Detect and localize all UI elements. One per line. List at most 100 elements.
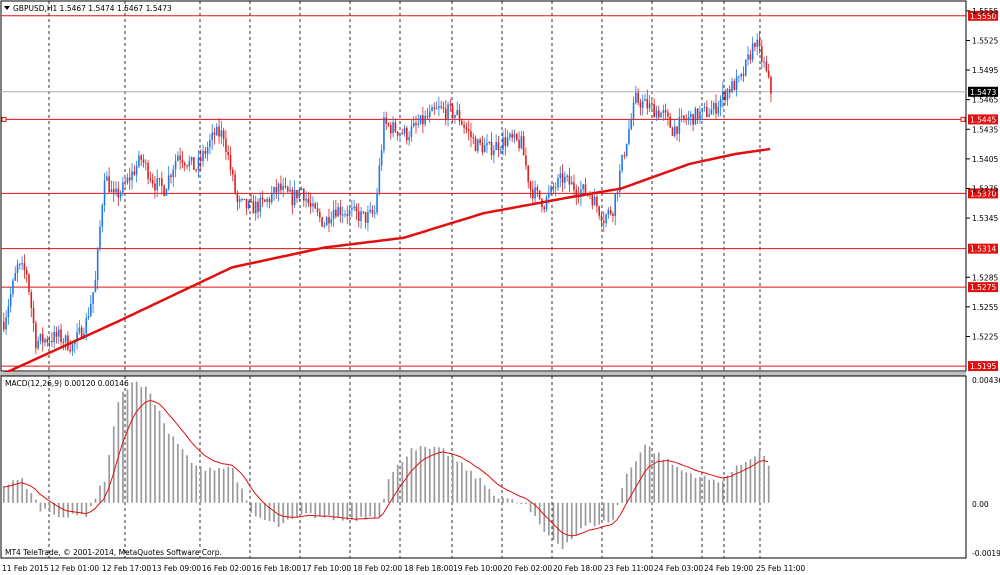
candle-body <box>543 207 546 210</box>
candle-body <box>213 132 216 136</box>
candle-body <box>69 349 72 352</box>
candle-body <box>467 129 470 132</box>
candle-body <box>181 160 184 164</box>
candle-body <box>117 188 120 198</box>
candle-body <box>380 150 383 166</box>
candle-body <box>751 43 754 60</box>
macd-bar <box>254 502 257 517</box>
macd-bar <box>657 452 660 503</box>
candle-body <box>9 293 12 307</box>
candle-body <box>602 221 605 224</box>
candle-body <box>614 194 617 216</box>
candle-body <box>554 187 557 189</box>
candle-body <box>760 46 763 62</box>
macd-bar <box>735 465 738 503</box>
candle-body <box>16 264 19 274</box>
candle-body <box>747 54 749 60</box>
candle-body <box>135 166 138 175</box>
macd-bar <box>117 402 120 503</box>
macd-bar <box>300 502 303 515</box>
candle-body <box>520 136 523 149</box>
macd-bar <box>428 448 431 503</box>
candle-body <box>195 169 197 171</box>
price-panel[interactable] <box>0 0 967 372</box>
candle-body <box>591 195 594 206</box>
candle-body <box>683 115 685 120</box>
candle-body <box>499 149 502 151</box>
candle-body <box>32 307 35 324</box>
level-label: 1.5550 <box>970 12 996 21</box>
candle-body <box>598 206 600 216</box>
triangle-down-icon[interactable] <box>4 6 10 10</box>
macd-bar <box>442 448 445 503</box>
candle-body <box>332 209 335 220</box>
macd-bar <box>204 470 207 503</box>
candle-body <box>289 189 291 192</box>
macd-bar <box>419 446 422 503</box>
macd-bar <box>259 502 262 518</box>
price-tick-label: 1.5225 <box>972 332 998 341</box>
candle-body <box>529 181 532 190</box>
macd-bar <box>103 481 106 503</box>
candle-body <box>243 198 246 200</box>
candle-body <box>488 141 491 144</box>
candle-body <box>511 133 513 138</box>
macd-bar <box>48 502 51 513</box>
macd-bar <box>291 502 294 520</box>
candle-body <box>417 123 420 125</box>
candle-body <box>348 209 351 216</box>
candle-body <box>497 142 500 151</box>
candle-body <box>493 150 495 156</box>
macd-bar <box>575 502 578 535</box>
watermark: MT4 TeleTrade, © 2001-2014, MetaQuotes S… <box>5 548 222 557</box>
candle-body <box>726 89 729 101</box>
macd-bar <box>76 502 78 516</box>
candle-body <box>300 188 303 190</box>
macd-bar <box>653 453 656 503</box>
macd-bar <box>438 447 440 503</box>
candle-body <box>449 104 452 106</box>
macd-bar <box>580 502 582 529</box>
candle-body <box>669 116 671 128</box>
chart-header[interactable]: GBPUSD,H1 1.5467 1.5474 1.5467 1.5473 <box>4 4 172 13</box>
macd-bar <box>154 405 156 503</box>
macd-bar <box>369 502 372 517</box>
candle-body <box>770 76 772 94</box>
macd-bar <box>635 461 637 503</box>
macd-bar <box>355 502 358 522</box>
price-tick-label: 1.5255 <box>972 303 998 312</box>
macd-bar <box>589 502 591 523</box>
candle-body <box>696 108 699 120</box>
level-tag <box>968 114 998 125</box>
candle-body <box>245 199 248 209</box>
macd-bar <box>158 410 161 503</box>
macd-bar <box>323 502 326 518</box>
candle-body <box>451 105 454 118</box>
candle-body <box>197 157 200 171</box>
macd-bar <box>744 461 747 503</box>
candle-body <box>78 327 81 333</box>
macd-bar <box>7 484 10 503</box>
candle-body <box>227 151 230 156</box>
candle-body <box>461 121 463 125</box>
candle-body <box>291 189 294 206</box>
candle-body <box>341 214 344 216</box>
macd-bar <box>415 450 417 503</box>
candle-body <box>763 61 765 63</box>
candle-body <box>680 115 683 117</box>
candle-body <box>373 212 376 214</box>
level-tag <box>968 10 998 21</box>
level-handle <box>960 116 966 122</box>
macd-bar <box>598 502 601 525</box>
macd-bar <box>195 465 198 503</box>
candle-body <box>128 177 131 181</box>
macd-bar <box>671 464 674 503</box>
candle-body <box>648 103 651 109</box>
candle-body <box>651 103 653 105</box>
macd-bar <box>644 444 646 503</box>
level-label: 1.5275 <box>970 283 996 292</box>
macd-bar <box>396 464 399 503</box>
candle-body <box>399 133 401 136</box>
panel-splitter[interactable] <box>0 372 966 376</box>
